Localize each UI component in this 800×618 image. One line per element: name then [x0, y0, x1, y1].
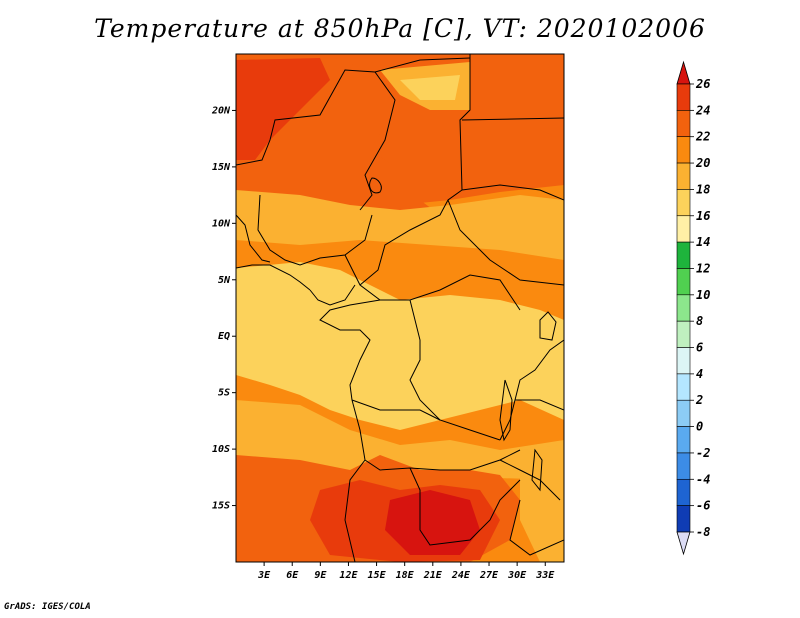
- field-16-equatorial: [236, 262, 564, 430]
- colorbar-label: 10: [696, 288, 710, 302]
- colorbar-label: 4: [696, 367, 703, 381]
- colorbar-label: 26: [695, 77, 710, 91]
- colorbar-label: 18: [696, 182, 710, 196]
- colorbar-segment: [676, 83, 691, 111]
- latitude-axis: 20N 15N 10N 5N EQ 5S 10S 15S: [211, 105, 236, 512]
- colorbar-segment: [676, 268, 691, 296]
- colorbar-segment: [676, 241, 691, 269]
- lon-tick-label: 18E: [396, 570, 415, 581]
- colorbar-label: 8: [696, 314, 703, 328]
- field-18-south: [236, 400, 564, 480]
- field-24-northwest: [236, 58, 330, 160]
- colorbar-label: -8: [696, 525, 710, 539]
- colorbar-top-arrow: [676, 60, 691, 85]
- colorbar-label: -6: [696, 499, 710, 513]
- map-title: Temperature at 850hPa [C], VT: 202010200…: [94, 14, 706, 43]
- lon-tick-label: 15E: [368, 570, 387, 581]
- colorbar-segment: [676, 110, 691, 138]
- lakes: [369, 177, 557, 492]
- lat-tick-label: 10N: [212, 218, 231, 229]
- footer-credit: GrADS: IGES/COLA: [4, 602, 91, 612]
- lat-tick-label: EQ: [218, 331, 230, 342]
- lon-tick-label: 9E: [314, 570, 327, 581]
- field-18-sahel: [236, 190, 564, 260]
- lon-tick-label: 3E: [257, 570, 271, 581]
- colorbar-segment: [676, 162, 691, 190]
- lon-tick-label: 12E: [339, 570, 358, 581]
- field-26-south: [385, 490, 480, 555]
- lon-tick-label: 27E: [479, 570, 499, 581]
- lon-tick-label: 6E: [286, 570, 299, 581]
- colorbar-label: 22: [695, 130, 710, 144]
- longitude-axis: 3E 6E 9E 12E 15E 18E 21E 24E 27E 30E 33E: [257, 562, 555, 581]
- colorbar-segment: [676, 347, 691, 375]
- colorbar-segment: [676, 320, 691, 348]
- lat-tick-label: 20N: [211, 105, 231, 116]
- colorbar-segment: [676, 452, 691, 480]
- colorbar-segment: [676, 136, 691, 164]
- lat-tick-label: 5N: [218, 275, 231, 286]
- colorbar-bottom-arrow: [676, 531, 691, 556]
- country-borders: [236, 54, 564, 562]
- colorbar-segment: [676, 426, 691, 454]
- colorbar-label: -4: [696, 472, 710, 486]
- lon-tick-label: 30E: [507, 570, 527, 581]
- lat-tick-label: 10S: [212, 444, 230, 455]
- colorbar-label: 24: [695, 103, 710, 117]
- field-16-sahara: [400, 75, 460, 100]
- lat-tick-label: 15S: [212, 501, 230, 512]
- colorbar-segment: [676, 399, 691, 427]
- colorbar-label: -2: [696, 446, 710, 460]
- colorbar-label: 2: [695, 393, 703, 407]
- colorbar-label: 16: [696, 209, 710, 223]
- lat-tick-label: 5S: [218, 388, 230, 399]
- lon-tick-label: 21E: [423, 570, 443, 581]
- colorbar-segment: [676, 215, 691, 243]
- colorbar-segment: [676, 294, 691, 322]
- colorbar-segment: [676, 505, 691, 533]
- colorbar-segment: [676, 478, 691, 506]
- colorbar-label: 14: [696, 235, 710, 249]
- colorbar-label: 12: [696, 261, 710, 275]
- temperature-field: [236, 54, 564, 562]
- colorbar-label: 20: [695, 156, 710, 170]
- colorbar-segment: [676, 373, 691, 401]
- colorbar-segment: [676, 189, 691, 217]
- lat-tick-label: 15N: [212, 162, 231, 173]
- lon-tick-label: 33E: [535, 570, 555, 581]
- colorbar-label: 0: [696, 420, 703, 434]
- field-18-southeast: [520, 445, 564, 562]
- lon-tick-label: 24E: [451, 570, 471, 581]
- map-frame: [235, 53, 565, 563]
- colorbar-label: 6: [696, 341, 703, 355]
